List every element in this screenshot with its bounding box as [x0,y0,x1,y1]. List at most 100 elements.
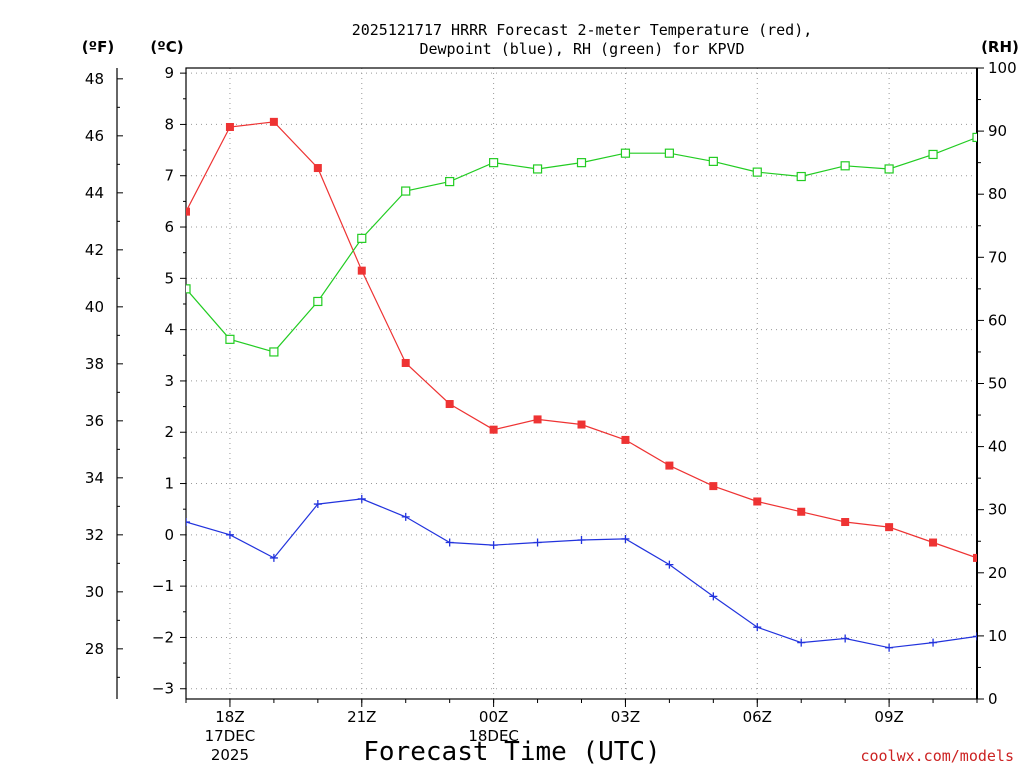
rh-point [884,164,894,174]
celsius-tick-label: −3 [152,680,174,698]
rh-point [269,347,279,357]
dewpoint-point [929,638,938,647]
dewpoint-point [753,623,762,632]
x-tick-label: 06Z [743,708,772,726]
temperature-point [929,538,938,547]
axes: −3−2−10123456789283032343638404244464801… [85,59,1017,764]
rh-point [357,233,367,243]
celsius-tick-label: 2 [164,423,174,441]
rh-point [708,156,718,166]
temperature-point [797,507,806,516]
fahrenheit-tick-label: 48 [85,70,104,88]
fahrenheit-tick-label: 32 [85,526,104,544]
dewpoint-point [489,541,498,550]
dewpoint-point [357,494,366,503]
dewpoint-point [533,538,542,547]
rh-point [489,158,499,168]
celsius-tick-label: 4 [164,321,174,339]
temperature-point [357,266,366,275]
rh-tick-label: 60 [988,311,1007,329]
dewpoint-point [709,592,718,601]
dewpoint-point [665,560,674,569]
x-tick-label: 00Z [479,708,508,726]
x-tick-label: 21Z [347,708,376,726]
site-credit: coolwx.com/models [860,747,1014,765]
dewpoint-point [621,534,630,543]
temperature-point [665,461,674,470]
temperature-point [269,117,278,126]
rh-point [928,149,938,160]
temperature-point [973,553,977,562]
rh-point [752,167,762,177]
rh-tick-label: 40 [988,438,1007,456]
rh-line [186,136,977,353]
fahrenheit-tick-label: 30 [85,583,104,601]
temperature-series [186,117,977,562]
fahrenheit-tick-label: 38 [85,355,104,373]
dewpoint-point [841,634,850,643]
temperature-point [577,420,586,429]
celsius-tick-label: 3 [164,372,174,390]
temperature-point [885,523,894,532]
rh-unit-label: (RH) [981,38,1019,56]
dewpoint-point [885,643,894,652]
x-tick-label: 18Z [215,708,244,726]
temperature-point [401,358,410,367]
rh-tick-label: 10 [988,627,1007,645]
dewpoint-line [186,498,977,649]
celsius-unit-label: (ºC) [150,38,183,56]
celsius-tick-label: 5 [164,269,174,287]
x-tick-label: 09Z [874,708,903,726]
fahrenheit-tick-label: 34 [85,469,104,487]
temperature-point [225,122,234,131]
x-tick-date-label: 17DEC [205,727,256,745]
temperature-point [186,207,190,216]
fahrenheit-tick-label: 28 [85,640,104,658]
dewpoint-point [186,518,190,527]
rh-tick-label: 90 [988,122,1007,140]
temperature-point [753,497,762,506]
chart-title-line1: 2025121717 HRRR Forecast 2-meter Tempera… [352,21,813,39]
temperature-point [489,425,498,434]
rh-tick-label: 30 [988,501,1007,519]
rh-point [313,296,323,307]
gridlines [186,68,977,699]
dewpoint-point [577,535,586,544]
celsius-tick-label: 1 [164,475,174,493]
fahrenheit-tick-label: 42 [85,241,104,259]
rh-tick-label: 20 [988,564,1007,582]
temperature-point [313,164,322,173]
rh-point [186,284,191,294]
rh-point [664,148,674,158]
rh-point [225,334,235,344]
dewpoint-point [269,553,278,562]
celsius-tick-label: 9 [164,64,174,82]
rh-point [840,161,850,171]
rh-tick-label: 70 [988,248,1007,266]
celsius-tick-label: 8 [164,115,174,133]
rh-tick-label: 50 [988,375,1007,393]
temperature-line [186,121,977,559]
rh-point [796,171,806,182]
rh-tick-label: 0 [988,690,998,708]
rh-point [532,164,543,174]
temperature-point [621,435,630,444]
fahrenheit-tick-label: 40 [85,298,104,316]
rh-tick-label: 80 [988,185,1007,203]
celsius-tick-label: −1 [152,577,174,595]
dewpoint-point [225,530,234,539]
x-axis-title: Forecast Time (UTC) [363,737,660,767]
temperature-point [533,415,542,424]
rh-series [186,132,977,357]
temperature-point [709,482,718,491]
data-series [186,117,977,652]
x-tick-year-label: 2025 [211,746,249,764]
fahrenheit-tick-label: 44 [85,184,104,202]
dewpoint-point [797,638,806,647]
rh-point [576,158,587,168]
rh-point [620,148,631,158]
celsius-tick-label: 7 [164,167,174,185]
celsius-tick-label: 0 [164,526,174,544]
dewpoint-point [313,500,322,509]
